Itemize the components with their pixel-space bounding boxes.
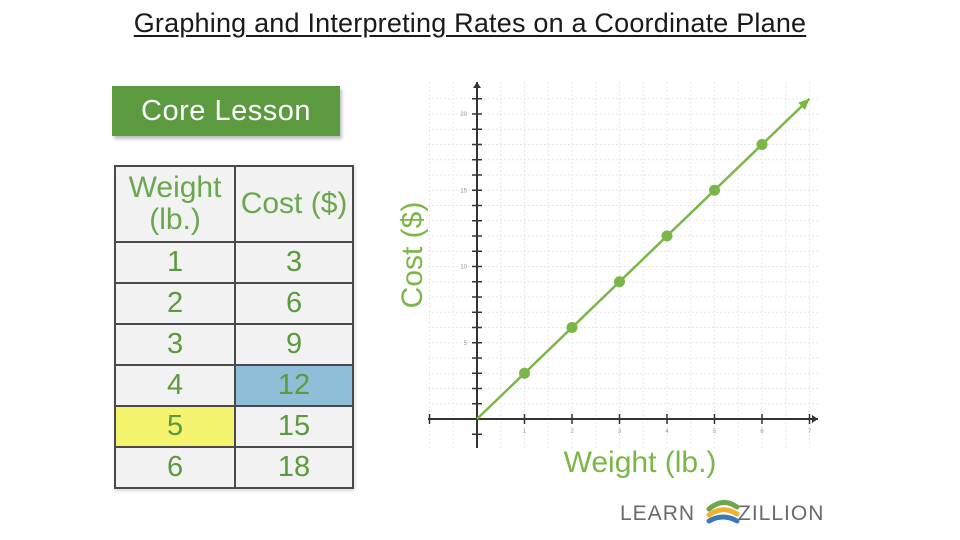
x-axis-arrow (812, 415, 818, 423)
y-tick-label: 15 (460, 188, 467, 194)
y-tick-label: 10 (460, 265, 467, 271)
cost-cell: 18 (234, 446, 354, 489)
cost-cell-highlighted: 12 (234, 364, 354, 407)
cost-cell: 15 (234, 405, 354, 448)
table-row: 1 3 (113, 241, 354, 284)
rate-table: Weight (lb.) Cost ($) 1 3 2 6 3 9 4 12 5… (113, 165, 354, 489)
weight-cell: 3 (113, 323, 237, 366)
table-row: 4 12 (113, 364, 354, 407)
x-tick-label: 2 (570, 429, 574, 435)
table-row: 6 18 (113, 446, 354, 489)
chart-axes (428, 82, 818, 448)
x-tick-label: 4 (665, 429, 669, 435)
data-point (566, 322, 578, 333)
logo-text-learn: LEARN (620, 502, 696, 525)
data-point (709, 184, 720, 196)
cost-cell: 6 (234, 282, 354, 325)
y-axis-label: Cost ($) (396, 202, 429, 309)
chart-grid (428, 82, 818, 448)
y-axis-arrow (473, 82, 481, 88)
x-tick-label: 6 (760, 429, 764, 435)
cost-cell: 9 (234, 323, 354, 366)
weight-cell-highlighted: 5 (113, 405, 237, 448)
x-tick-label: 7 (808, 429, 812, 435)
data-point (519, 367, 530, 379)
x-tick-label: 5 (713, 429, 717, 435)
data-point (614, 276, 625, 288)
learnzillion-logo: LEARN ZILLION (620, 493, 823, 533)
data-point (661, 230, 673, 242)
chart-ticks: 1 2 3 4 5 6 7 5 10 15 20 (428, 98, 812, 435)
x-tick-label: 1 (523, 429, 527, 435)
y-tick-label: 20 (460, 112, 467, 118)
trend-line-arrowhead (798, 98, 810, 110)
x-tick-label: 3 (618, 429, 622, 435)
table-row: 5 15 (113, 405, 354, 448)
weight-cell: 6 (113, 446, 237, 489)
x-axis-label: Weight (lb.) (564, 446, 717, 479)
header-cost: Cost ($) (234, 165, 354, 243)
table-row: 2 6 (113, 282, 354, 325)
cost-cell: 3 (234, 241, 354, 284)
trend-line-group (476, 97, 811, 420)
data-point (756, 139, 768, 150)
trend-line (476, 97, 811, 420)
logo-text-zillion: ZILLION (738, 502, 825, 525)
table-header-row: Weight (lb.) Cost ($) (113, 165, 354, 243)
swirl-icon (706, 500, 740, 524)
weight-cell: 1 (113, 241, 237, 284)
table-row: 3 9 (113, 323, 354, 366)
data-points (519, 139, 768, 379)
weight-cell: 4 (113, 364, 237, 407)
core-lesson-badge: Core Lesson (112, 86, 340, 136)
header-weight: Weight (lb.) (113, 165, 237, 243)
y-tick-label: 5 (464, 341, 468, 347)
slide-title: Graphing and Interpreting Rates on a Coo… (133, 8, 807, 38)
weight-cell: 2 (113, 282, 237, 325)
